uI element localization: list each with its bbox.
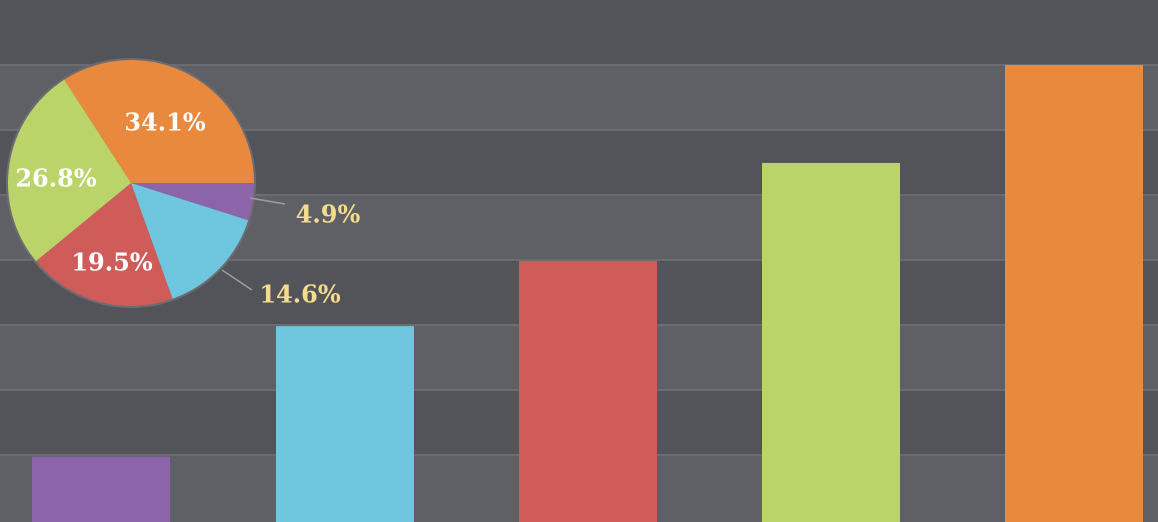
pie-slice-label: 4.9%	[296, 200, 361, 229]
pie-slice	[36, 183, 173, 306]
pie-slice-label: 19.5%	[71, 248, 152, 277]
bar-series	[32, 65, 1143, 522]
pie-slice-label: 34.1%	[124, 108, 205, 137]
pie-slice-label: 14.6%	[259, 280, 340, 309]
pie-slice-label: 26.8%	[15, 164, 96, 193]
bar-green	[762, 162, 900, 522]
pie-slice	[8, 79, 131, 262]
bar-blue	[276, 326, 414, 522]
pie-leader-line	[221, 269, 253, 291]
pie-slice	[131, 183, 254, 221]
pie-leader-line	[249, 197, 286, 205]
bar-purple	[32, 456, 170, 522]
pie-slice	[64, 60, 254, 183]
pie-slice	[131, 183, 249, 299]
bar-orange	[1005, 65, 1143, 522]
bar-red	[519, 260, 657, 522]
pie-chart: 34.1% 4.9% 14.6% 19.5% 26.8%	[6, 58, 360, 309]
grid-band	[0, 0, 1158, 65]
